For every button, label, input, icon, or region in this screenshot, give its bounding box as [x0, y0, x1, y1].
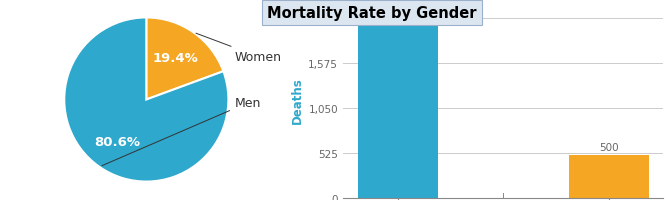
Bar	[569, 155, 649, 198]
Text: 19.4%: 19.4%	[0, 199, 1, 200]
Text: 2,085: 2,085	[383, 7, 413, 17]
Text: Mortality Rate by Gender: Mortality Rate by Gender	[267, 6, 476, 21]
Text: Men: Men	[102, 97, 261, 166]
Wedge shape	[64, 18, 228, 182]
Text: 80.6%: 80.6%	[0, 199, 1, 200]
Text: 500: 500	[599, 142, 618, 152]
Bar	[358, 20, 438, 198]
Wedge shape	[146, 18, 223, 100]
Text: Women: Women	[196, 34, 282, 64]
Y-axis label: Deaths: Deaths	[291, 77, 304, 123]
Text: 80.6%: 80.6%	[94, 135, 140, 148]
Text: 19.4%: 19.4%	[153, 52, 198, 65]
